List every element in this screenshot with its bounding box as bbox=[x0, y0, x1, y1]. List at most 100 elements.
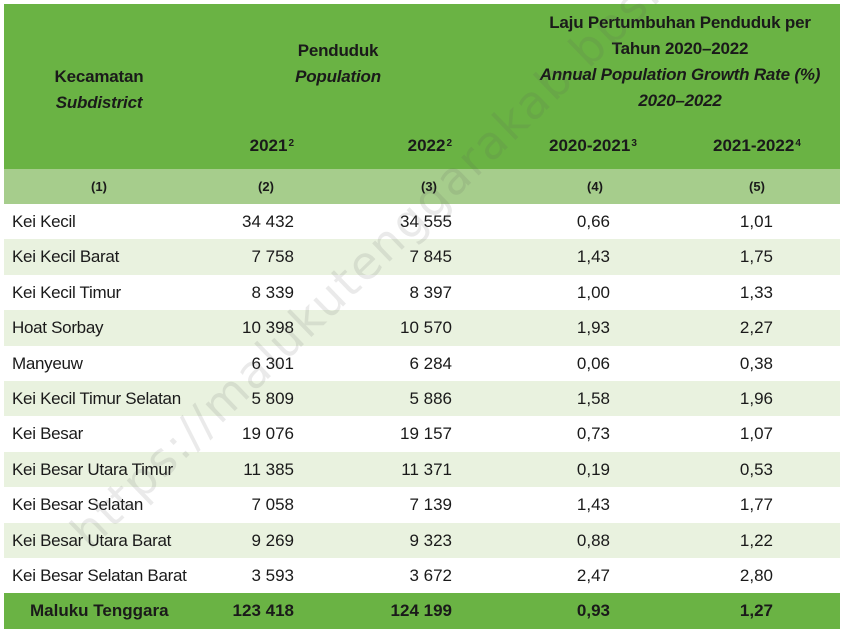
growth-rate-2021-2022: 1,96 bbox=[739, 388, 773, 408]
subdistrict-name: Manyeuw bbox=[12, 353, 83, 373]
population-2022: 9 323 bbox=[409, 530, 452, 550]
table-row: Kei Besar Selatan 7 058 7 139 1,43 1,77 bbox=[4, 487, 840, 522]
col-number-1: (1) bbox=[91, 179, 107, 194]
population-2021: 8 339 bbox=[251, 282, 294, 302]
footnote-marker: 2 bbox=[446, 138, 452, 149]
table-row: Kei Kecil 34 432 34 555 0,66 1,01 bbox=[4, 204, 840, 239]
growth-rate-2021-2022: 1,33 bbox=[739, 282, 773, 302]
footnote-marker: 4 bbox=[795, 138, 801, 149]
growth-rate-2021-2022: 2,80 bbox=[739, 565, 773, 585]
table-row: Manyeuw 6 301 6 284 0,06 0,38 bbox=[4, 346, 840, 381]
growth-rate-2021-2022: 2,27 bbox=[739, 318, 773, 338]
column-number-row: (1) (2) (3) (4) (5) bbox=[4, 169, 840, 204]
penduduk-label: Penduduk bbox=[297, 41, 379, 60]
population-2022: 3 672 bbox=[409, 565, 452, 585]
growth-rate-2021-2022: 1,22 bbox=[739, 530, 773, 550]
col-number-4: (4) bbox=[587, 179, 603, 194]
growth-rate-2020-2021: 0,88 bbox=[576, 530, 610, 550]
growth-rate-2020-2021: 1,43 bbox=[576, 247, 610, 267]
growth-rate-2021-2022: 1,01 bbox=[739, 212, 773, 231]
table-body: Kei Kecil 34 432 34 555 0,66 1,01 Kei Kecil B… bbox=[4, 204, 840, 593]
population-2021: 7 758 bbox=[251, 247, 294, 267]
footnote-marker: 2 bbox=[288, 138, 294, 149]
subdistrict-name: Kei Besar bbox=[12, 424, 84, 444]
population-2021: 10 398 bbox=[242, 318, 294, 338]
subdistrict-name: Kei Kecil Barat bbox=[12, 247, 119, 267]
population-2021: 6 301 bbox=[251, 353, 294, 373]
growth-rate-2020-2021: 2,47 bbox=[576, 565, 610, 585]
table-row: Kei Besar 19 076 19 157 0,73 1,07 bbox=[4, 416, 840, 451]
growth-rate-2020-2021: 1,58 bbox=[576, 388, 610, 408]
growth-rate-2020-2021: 0,66 bbox=[576, 212, 610, 231]
total-pop-2021: 123 418 bbox=[232, 601, 294, 621]
population-2021: 19 076 bbox=[242, 424, 294, 444]
population-2022: 8 397 bbox=[409, 282, 452, 302]
growth-rate-2020-2021: 1,43 bbox=[576, 495, 610, 515]
subdistrict-name: Kei Besar Utara Barat bbox=[12, 530, 172, 550]
population-label: Population bbox=[295, 67, 381, 86]
subdistrict-name: Kei Besar Selatan bbox=[12, 495, 143, 515]
total-rate-2020-2021: 0,93 bbox=[576, 601, 610, 621]
col-number-5: (5) bbox=[749, 179, 765, 194]
growth-rate-2020-2021: 1,00 bbox=[576, 282, 610, 302]
population-2022: 7 845 bbox=[409, 247, 452, 267]
population-2021: 9 269 bbox=[251, 530, 294, 550]
header-rate-2020-2021: 2020-20213 bbox=[549, 136, 637, 155]
population-2022: 7 139 bbox=[409, 495, 452, 515]
growth-rate-2021-2022: 0,53 bbox=[739, 459, 773, 479]
table-header: Kecamatan Subdistrict Penduduk Populatio… bbox=[4, 4, 840, 169]
header-rate-2021-2022: 2021-20224 bbox=[713, 136, 801, 155]
population-2022: 19 157 bbox=[400, 424, 452, 444]
table-row: Kei Kecil Barat 7 758 7 845 1,43 1,75 bbox=[4, 239, 840, 275]
header-kecamatan: Kecamatan Subdistrict bbox=[4, 64, 194, 116]
growth-rate-2021-2022: 1,77 bbox=[739, 495, 773, 515]
subdistrict-name: Kei Kecil Timur bbox=[12, 282, 121, 302]
population-2021: 34 432 bbox=[242, 212, 294, 231]
rate-label-line2: Tahun 2020–2022 bbox=[611, 39, 749, 58]
rate-label-line1: Laju Pertumbuhan Penduduk per bbox=[549, 13, 811, 32]
header-year-2021: 20212 bbox=[249, 136, 294, 155]
rate-label-line3: Annual Population Growth Rate (%) bbox=[539, 65, 821, 84]
total-row: Maluku Tenggara 123 418 124 199 0,93 1,2… bbox=[4, 593, 840, 630]
rate-label-line4: 2020–2022 bbox=[638, 91, 722, 110]
col-number-3: (3) bbox=[421, 179, 437, 194]
population-table: Kecamatan Subdistrict Penduduk Populatio… bbox=[4, 4, 840, 630]
header-year-2022: 20222 bbox=[407, 136, 452, 155]
footnote-marker: 3 bbox=[631, 138, 637, 149]
growth-rate-2021-2022: 1,75 bbox=[739, 247, 773, 267]
total-rate-2021-2022: 1,27 bbox=[739, 601, 773, 621]
growth-rate-2020-2021: 0,06 bbox=[576, 353, 610, 373]
table-row: Kei Besar Utara Barat 9 269 9 323 0,88 1,22 bbox=[4, 522, 840, 558]
population-2022: 34 555 bbox=[400, 212, 452, 231]
table-row: Hoat Sorbay 10 398 10 570 1,93 2,27 bbox=[4, 310, 840, 346]
table-row: Kei Besar Selatan Barat 3 593 3 672 2,47 2,8… bbox=[4, 558, 840, 593]
subdistrict-name: Kei Kecil bbox=[12, 212, 76, 231]
growth-rate-2020-2021: 0,73 bbox=[576, 424, 610, 444]
population-2022: 6 284 bbox=[409, 353, 452, 373]
population-2021: 3 593 bbox=[251, 565, 294, 585]
col-number-2: (2) bbox=[258, 179, 274, 194]
population-2021: 11 385 bbox=[243, 459, 294, 479]
header-growth-rate: Laju Pertumbuhan Penduduk per Tahun 2020… bbox=[524, 10, 836, 114]
subdistrict-name: Kei Kecil Timur Selatan bbox=[12, 388, 181, 408]
population-2022: 10 570 bbox=[400, 318, 452, 338]
total-name: Maluku Tenggara bbox=[30, 601, 169, 621]
subdistrict-name: Kei Besar Selatan Barat bbox=[12, 565, 187, 585]
growth-rate-2021-2022: 1,07 bbox=[739, 424, 773, 444]
population-2022: 11 371 bbox=[401, 459, 452, 479]
population-2021: 5 809 bbox=[251, 388, 294, 408]
table-row: Kei Besar Utara Timur 11 385 11 371 0,19 0,5… bbox=[4, 451, 840, 488]
header-penduduk: Penduduk Population bbox=[248, 38, 428, 90]
growth-rate-2020-2021: 1,93 bbox=[576, 318, 610, 338]
kecamatan-label: Kecamatan bbox=[54, 67, 144, 86]
subdistrict-name: Hoat Sorbay bbox=[12, 318, 104, 338]
population-2021: 7 058 bbox=[251, 495, 294, 515]
subdistrict-name: Kei Besar Utara Timur bbox=[12, 459, 173, 479]
table-row: Kei Kecil Timur Selatan 5 809 5 886 1,58 1,9… bbox=[4, 380, 840, 417]
growth-rate-2021-2022: 0,38 bbox=[739, 353, 773, 373]
total-pop-2022: 124 199 bbox=[390, 601, 452, 621]
growth-rate-2020-2021: 0,19 bbox=[576, 459, 610, 479]
population-2022: 5 886 bbox=[409, 388, 452, 408]
table-row: Kei Kecil Timur 8 339 8 397 1,00 1,33 bbox=[4, 275, 840, 310]
subdistrict-label: Subdistrict bbox=[55, 93, 143, 112]
